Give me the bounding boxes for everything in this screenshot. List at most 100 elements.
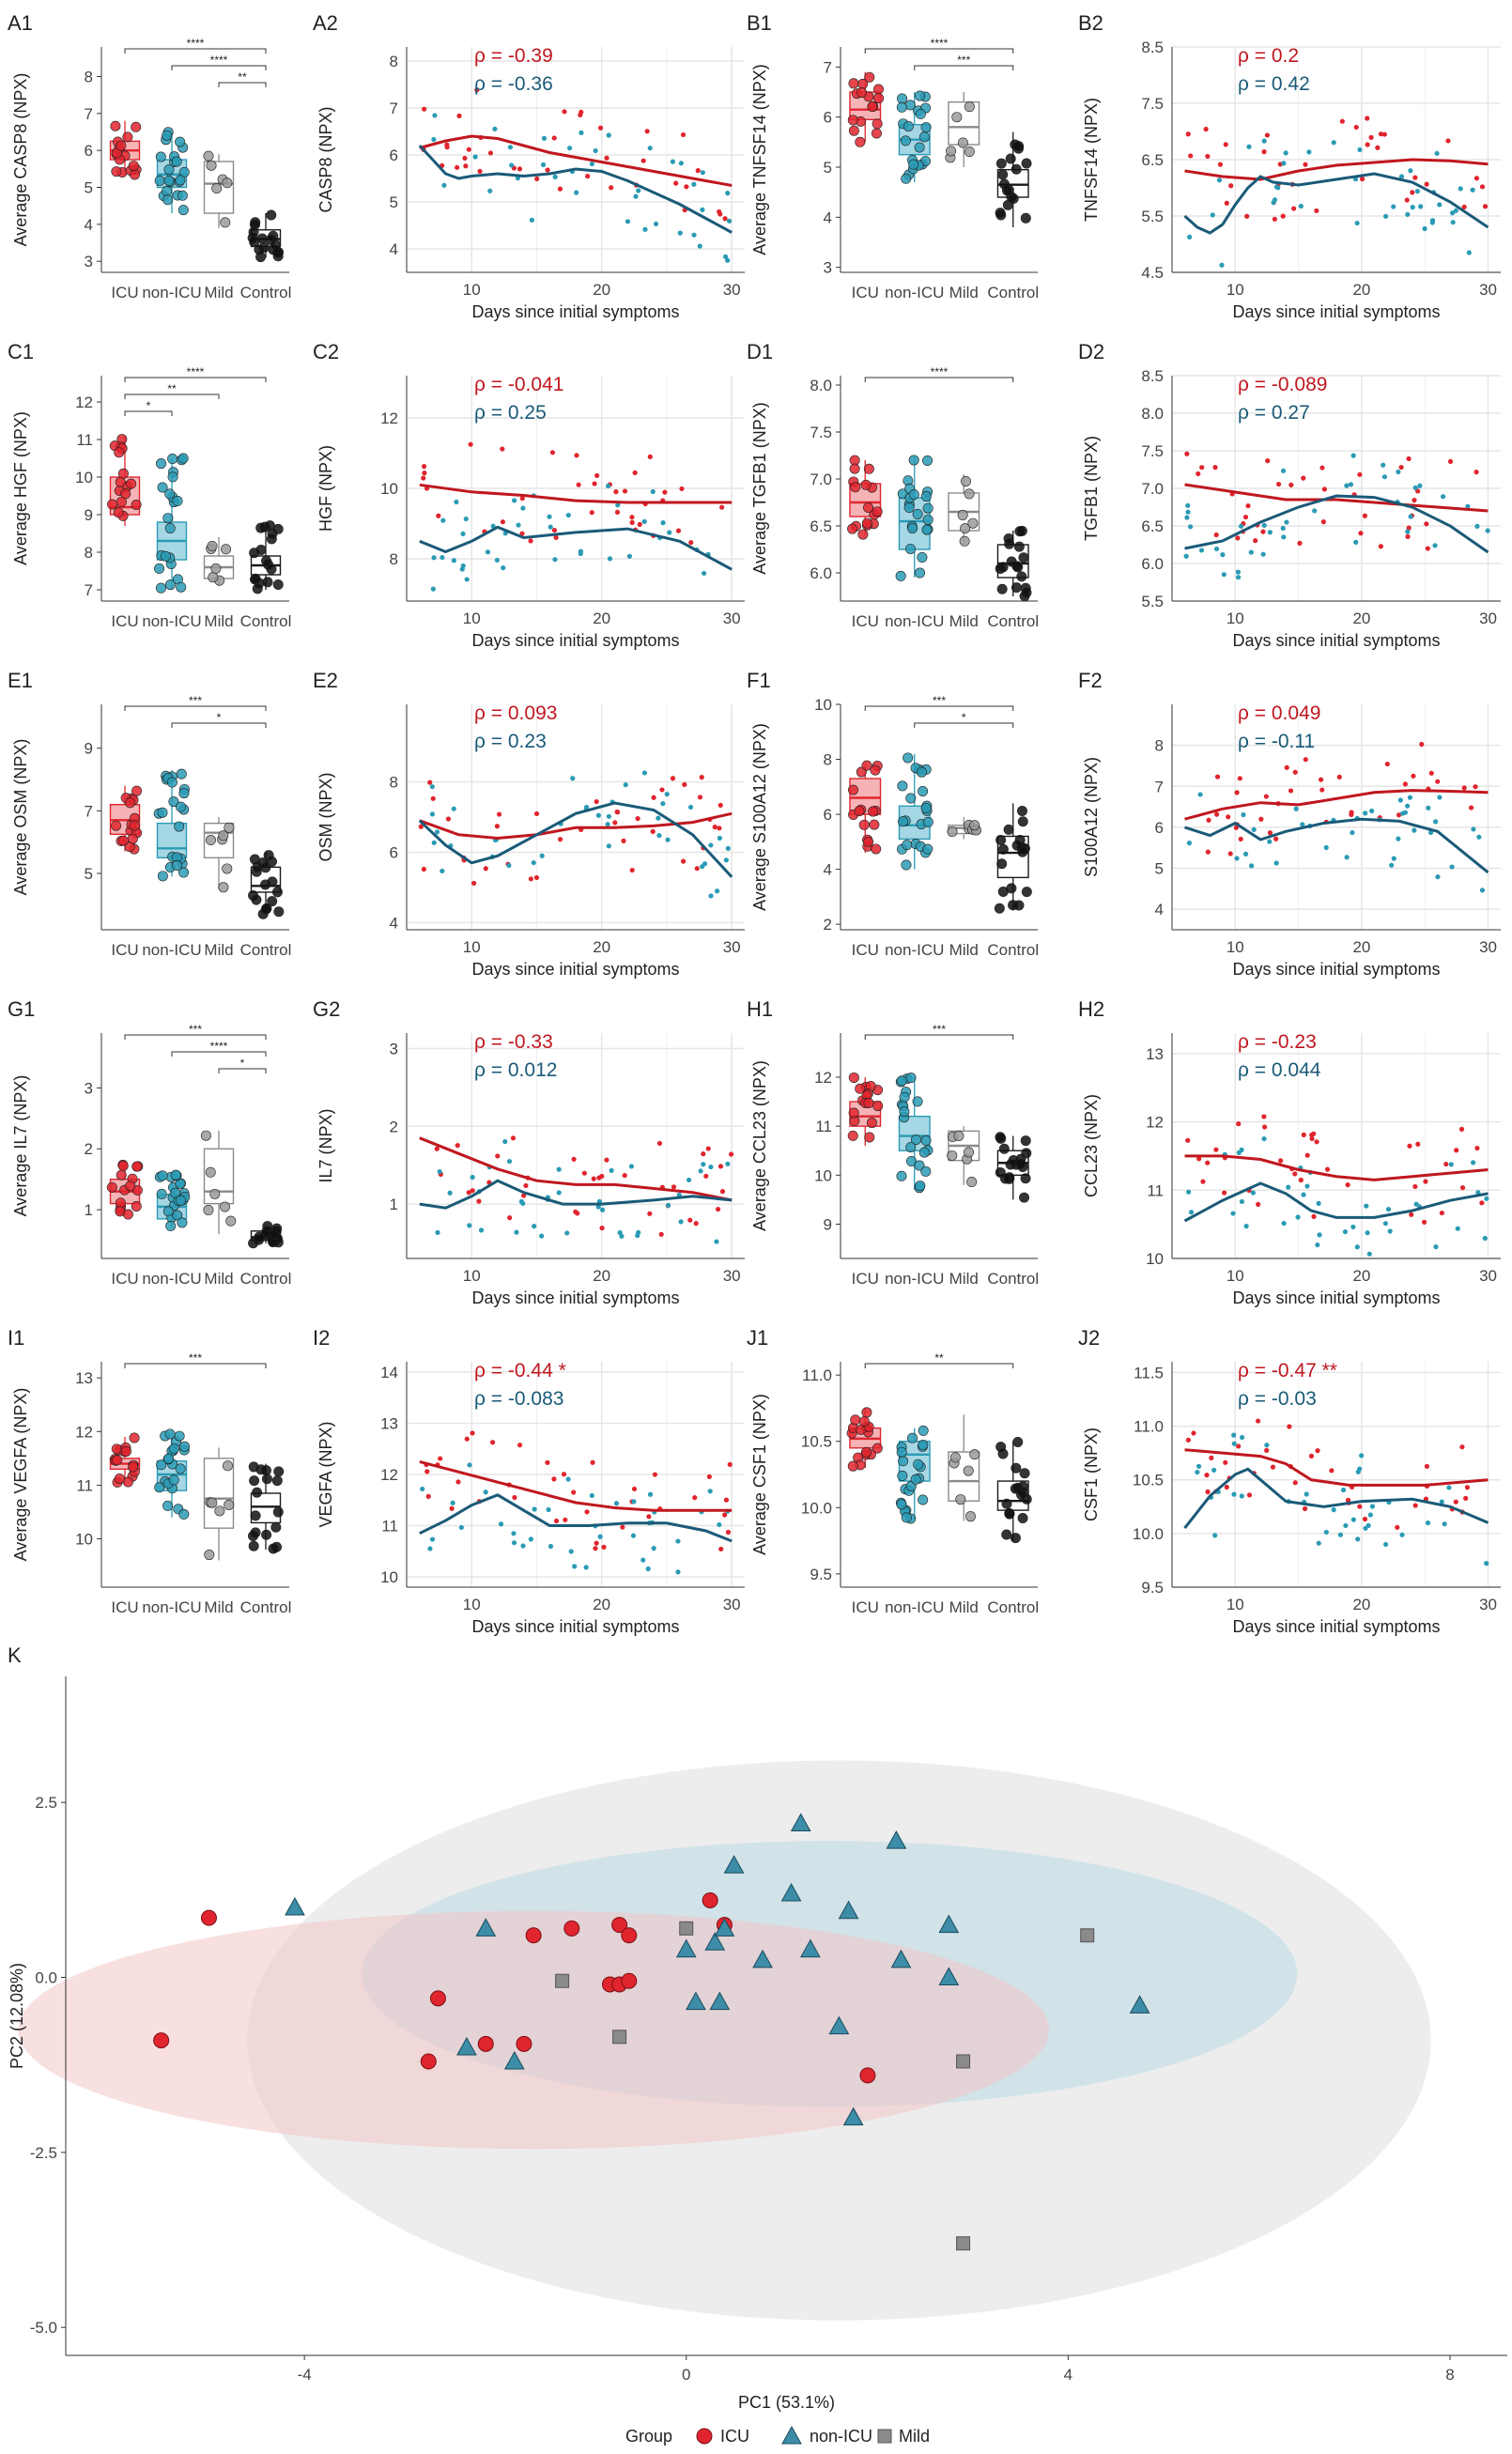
data-point-non-icu bbox=[501, 565, 506, 571]
data-point-non-icu bbox=[708, 842, 714, 848]
data-point bbox=[969, 820, 980, 831]
box-icu bbox=[109, 120, 142, 180]
panel-label: B2 bbox=[1078, 11, 1103, 35]
data-point bbox=[177, 190, 188, 201]
data-point bbox=[209, 1188, 221, 1199]
data-point-icu bbox=[622, 1172, 627, 1179]
data-point-non-icu bbox=[1184, 515, 1190, 520]
data-point bbox=[908, 455, 919, 466]
data-point-icu bbox=[574, 453, 579, 458]
y-tick-label: 10.0 bbox=[801, 1499, 832, 1517]
data-point bbox=[131, 785, 143, 796]
data-point-non-icu bbox=[665, 1202, 671, 1208]
data-point-non-icu bbox=[722, 254, 729, 259]
data-point-icu bbox=[1329, 1468, 1335, 1474]
data-point-non-icu bbox=[1387, 1228, 1393, 1234]
data-point-icu bbox=[1406, 525, 1412, 531]
y-axis-label: Average TNFSF14 (NPX) bbox=[750, 64, 769, 255]
y-tick-label: 5 bbox=[390, 193, 398, 211]
data-point-non-icu bbox=[605, 483, 611, 489]
data-point-icu bbox=[455, 1143, 460, 1149]
data-point-non-icu bbox=[427, 1546, 433, 1551]
data-point-icu bbox=[1405, 533, 1411, 539]
box-control bbox=[995, 131, 1032, 227]
data-point-non-icu bbox=[707, 1489, 713, 1494]
panel-I2: I2 VEGFA (NPX) 10 20 30 10 11 12 13 14 Days since … bbox=[313, 1326, 745, 1636]
data-point bbox=[1001, 1498, 1012, 1509]
data-point bbox=[905, 1073, 917, 1084]
legend-mild-marker bbox=[877, 2429, 892, 2444]
data-point-non-icu bbox=[516, 522, 521, 528]
data-point bbox=[220, 1201, 231, 1212]
data-point-non-icu bbox=[1323, 844, 1329, 851]
data-point-non-icu bbox=[483, 1489, 488, 1495]
box-non-icu bbox=[154, 453, 189, 594]
x-tick-label: non-ICU bbox=[142, 284, 201, 301]
bracket-line bbox=[914, 722, 1014, 728]
data-point-non-icu bbox=[531, 859, 536, 866]
y-axis-label: Average IL7 (NPX) bbox=[11, 1075, 30, 1217]
bracket-line bbox=[864, 48, 1014, 54]
x-tick-label: 30 bbox=[723, 1596, 741, 1613]
data-point-icu bbox=[1263, 794, 1269, 799]
data-point bbox=[872, 118, 883, 130]
data-point bbox=[872, 1443, 883, 1454]
y-tick-label: 6 bbox=[390, 844, 398, 862]
bracket-line bbox=[124, 410, 173, 416]
data-point-non-icu bbox=[1219, 262, 1225, 268]
data-point-non-icu bbox=[1437, 795, 1443, 800]
y-tick-label: 12 bbox=[75, 394, 93, 411]
data-point-icu bbox=[1303, 757, 1308, 763]
data-point bbox=[857, 529, 869, 540]
y-tick-label: 11 bbox=[76, 1476, 93, 1494]
data-point bbox=[122, 131, 133, 143]
data-point-icu bbox=[599, 1173, 605, 1180]
rho-icu: ρ = 0.049 bbox=[1238, 702, 1320, 724]
data-point-icu bbox=[705, 1146, 711, 1151]
data-point bbox=[913, 1459, 924, 1470]
data-point-non-icu bbox=[470, 1174, 475, 1181]
y-tick-label: 10 bbox=[75, 469, 93, 486]
data-point-non-icu bbox=[450, 1500, 455, 1505]
pca-point-icu bbox=[477, 2035, 494, 2052]
data-point-non-icu bbox=[1407, 795, 1413, 800]
data-point-non-icu bbox=[507, 145, 514, 150]
x-tick-label: 20 bbox=[1352, 610, 1370, 627]
data-point bbox=[116, 496, 127, 507]
data-point-icu bbox=[1378, 131, 1384, 137]
data-point-icu bbox=[1270, 1464, 1276, 1470]
data-point bbox=[264, 520, 275, 532]
data-point bbox=[908, 159, 919, 170]
data-point-icu bbox=[1412, 498, 1417, 503]
data-point bbox=[268, 1229, 279, 1241]
rho-icu: ρ = -0.23 bbox=[1238, 1031, 1317, 1053]
y-tick-label: 10 bbox=[75, 1531, 93, 1549]
data-point-icu bbox=[422, 471, 427, 476]
data-point bbox=[1010, 1533, 1021, 1544]
data-point bbox=[994, 903, 1005, 914]
data-point-non-icu bbox=[583, 1565, 589, 1570]
data-point bbox=[848, 1072, 859, 1083]
data-point-icu bbox=[646, 1514, 652, 1520]
y-tick-label: 11 bbox=[815, 1118, 832, 1135]
data-point bbox=[256, 233, 268, 244]
data-point-icu bbox=[449, 1505, 455, 1511]
y-tick-label: 5 bbox=[824, 159, 832, 177]
data-point bbox=[156, 458, 167, 470]
panel-label: I1 bbox=[8, 1326, 24, 1350]
data-point bbox=[1015, 1158, 1026, 1169]
rho-icu: ρ = 0.2 bbox=[1238, 45, 1299, 67]
data-point-icu bbox=[1258, 816, 1264, 822]
data-point-non-icu bbox=[1479, 887, 1486, 893]
data-point-non-icu bbox=[485, 549, 491, 555]
data-point-non-icu bbox=[1366, 1251, 1372, 1257]
data-point-icu bbox=[1479, 184, 1486, 190]
data-point-icu bbox=[1253, 538, 1258, 544]
data-point-icu bbox=[438, 1456, 443, 1461]
data-point bbox=[112, 1455, 123, 1466]
box-mild bbox=[945, 92, 980, 167]
data-point bbox=[155, 151, 166, 162]
x-tick-label: ICU bbox=[111, 941, 138, 959]
pca-point-non-icu bbox=[675, 1938, 697, 1958]
y-tick-label: 14 bbox=[380, 1364, 398, 1381]
